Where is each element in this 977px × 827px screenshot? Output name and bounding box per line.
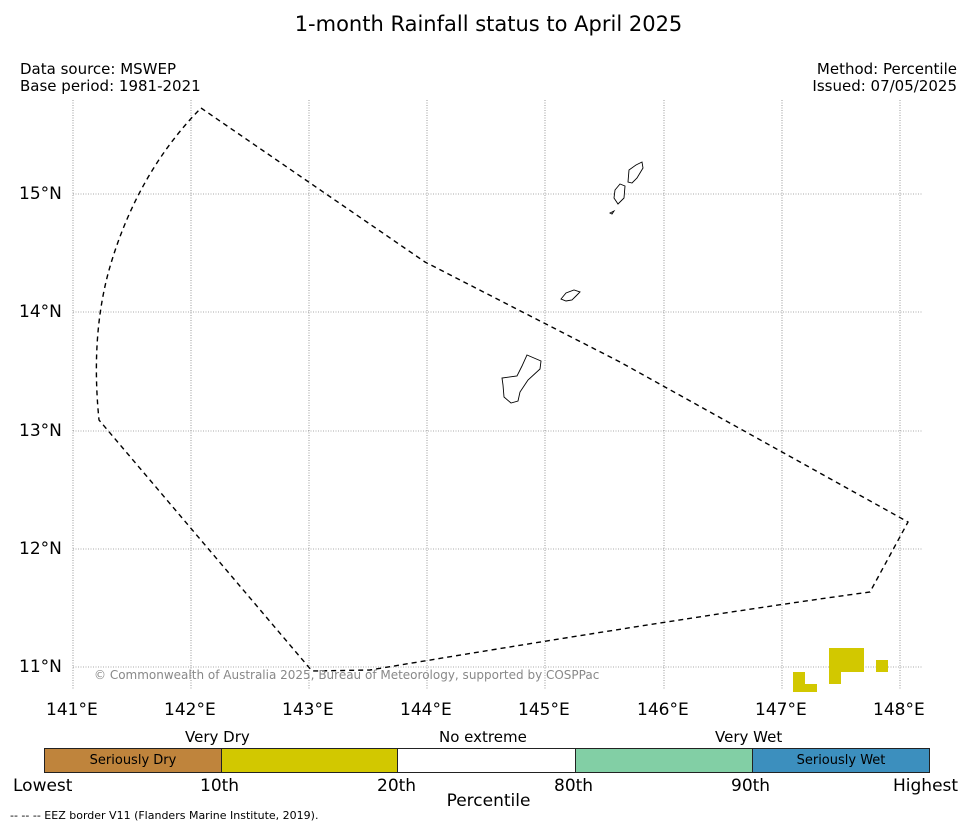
percentile-axis-label: Percentile xyxy=(446,791,531,811)
legend-segment-very-dry xyxy=(221,748,398,773)
legend-category-very-dry: Very Dry xyxy=(185,728,250,746)
map-gridlines xyxy=(72,100,923,690)
lat-tick-11n: 11°N xyxy=(19,657,62,677)
lat-tick-14n: 14°N xyxy=(19,302,62,322)
base-period-text: Base period: 1981-2021 xyxy=(20,77,201,95)
lat-tick-13n: 13°N xyxy=(19,421,62,441)
lon-tick-144e: 144°E xyxy=(400,700,452,720)
legend-segment-seriously-wet: Seriously Wet xyxy=(752,748,930,773)
lat-tick-12n: 12°N xyxy=(19,539,62,559)
scale-label-20th: 20th xyxy=(377,776,417,796)
lat-tick-15n: 15°N xyxy=(19,184,62,204)
dry-cell xyxy=(829,648,864,672)
dry-cell xyxy=(876,660,888,672)
scale-label-80th: 80th xyxy=(554,776,594,796)
lon-tick-141e: 141°E xyxy=(46,700,98,720)
lon-tick-143e: 143°E xyxy=(282,700,334,720)
rota-island xyxy=(560,289,581,302)
issued-date-text: Issued: 07/05/2025 xyxy=(812,77,957,95)
scale-label-90th: 90th xyxy=(731,776,771,796)
data-source-text: Data source: MSWEP xyxy=(20,60,177,78)
legend-segment-very-wet xyxy=(575,748,753,773)
scale-label-10th: 10th xyxy=(200,776,240,796)
saipan-island xyxy=(627,161,644,184)
dry-cell xyxy=(793,672,805,692)
lon-tick-148e: 148°E xyxy=(873,700,925,720)
map-title: 1-month Rainfall status to April 2025 xyxy=(294,12,683,36)
aguijan-island xyxy=(608,209,616,215)
legend-segment-no-extreme xyxy=(397,748,576,773)
lon-tick-146e: 146°E xyxy=(637,700,689,720)
eez-boundary xyxy=(95,107,909,672)
islands xyxy=(501,161,644,404)
method-text: Method: Percentile xyxy=(816,60,957,78)
guam-island xyxy=(501,354,542,404)
dry-cell xyxy=(805,684,817,692)
scale-label-lowest: Lowest xyxy=(13,776,73,796)
lon-tick-147e: 147°E xyxy=(755,700,807,720)
scale-label-highest: Highest xyxy=(893,776,959,796)
very-dry-cells xyxy=(793,648,888,692)
lon-tick-142e: 142°E xyxy=(164,700,216,720)
legend-category-very-wet: Very Wet xyxy=(715,728,783,746)
legend-category-no-extreme: No extreme xyxy=(439,728,527,746)
copyright-text: © Commonwealth of Australia 2025, Bureau… xyxy=(94,668,600,682)
legend-segment-seriously-dry: Seriously Dry xyxy=(44,748,222,773)
eez-footnote: -- -- -- EEZ border V11 (Flanders Marine… xyxy=(10,809,319,822)
lon-tick-145e: 145°E xyxy=(518,700,570,720)
tinian-island xyxy=(613,183,626,205)
dry-cell xyxy=(829,672,841,684)
